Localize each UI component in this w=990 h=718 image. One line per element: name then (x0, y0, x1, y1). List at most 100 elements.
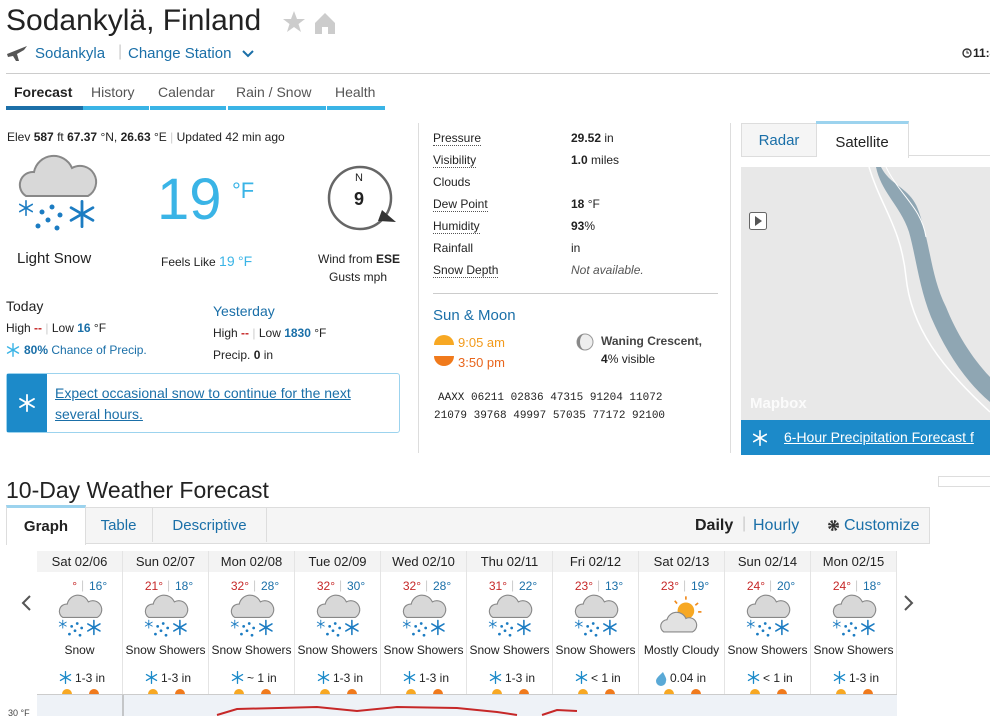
tab-underline (83, 106, 149, 110)
weather-icon (55, 593, 105, 643)
day-column[interactable]: Sun 02/14 24° | 20° Snow Showers < 1 in (725, 551, 811, 694)
alert-icon (19, 394, 35, 412)
weather-icon (747, 671, 760, 684)
unit: °F (93, 321, 107, 335)
day-precip: < 1 in (591, 671, 621, 685)
detail-value: 1.0 miles (571, 153, 619, 167)
day-column[interactable]: Wed 02/10 32° | 28° Snow Showers 1-3 in (381, 551, 467, 694)
day-column[interactable]: Sat 02/06 ° | 16° Snow 1-3 in (37, 551, 123, 694)
day-column[interactable]: Fri 02/12 23° | 13° Snow Showers < 1 in (553, 551, 639, 694)
map[interactable]: Mapbox (741, 167, 990, 420)
latitude: 67.37 (67, 130, 98, 144)
temperature-unit: °F (232, 178, 255, 203)
separator: | (742, 515, 747, 532)
day-low: 22° (519, 579, 538, 593)
tab[interactable]: Calendar (158, 84, 215, 100)
low: 1830 (284, 326, 311, 340)
label: High (213, 326, 238, 340)
sun-markers (492, 689, 529, 694)
day-condition: Snow Showers (555, 643, 636, 657)
time: 11:4 (973, 46, 990, 60)
label: Feels Like (161, 255, 216, 269)
gear-icon[interactable] (827, 519, 840, 532)
view-hourly[interactable]: Hourly (753, 517, 800, 534)
high: -- (34, 321, 43, 335)
day-condition: Snow Showers (813, 643, 894, 657)
day-column[interactable]: Mon 02/08 32° | 28° Snow Showers ~ 1 in (209, 551, 295, 694)
feels-like: Feels Like 19 °F (161, 253, 252, 269)
day-high: 24° (832, 579, 851, 593)
day-date: Fri 02/12 (553, 551, 638, 572)
next-arrow[interactable] (903, 594, 915, 612)
weather-icon (145, 671, 158, 684)
day-low: 19° (691, 579, 710, 593)
change-station[interactable]: Change Station (128, 45, 232, 62)
detail-label: Rainfall (433, 241, 474, 255)
day-sep: | (597, 578, 601, 592)
day-low: 28° (261, 579, 280, 593)
unit: in (604, 131, 614, 145)
play-button[interactable] (749, 212, 767, 230)
day-low: 30° (347, 579, 366, 593)
day-column[interactable]: Tue 02/09 32° | 30° Snow Showers 1-3 in (295, 551, 381, 694)
label: visible (621, 352, 656, 366)
forecast-tab[interactable]: Descriptive (153, 507, 267, 542)
alert-link[interactable]: Expect occasional snow to continue for t… (55, 385, 351, 422)
day-low: 18° (863, 579, 882, 593)
day-condition: Snow Showers (469, 643, 550, 657)
elevation: 587 (33, 130, 54, 144)
day-precip: 1-3 in (161, 671, 192, 685)
moon-phase: Waning Crescent, (601, 334, 702, 348)
day-column[interactable]: Sun 02/07 21° | 18° Snow Showers 1-3 in (123, 551, 209, 694)
forecast-tab[interactable]: Table (85, 507, 153, 542)
tab-active[interactable]: Forecast (14, 84, 73, 100)
map-tab-active[interactable]: Satellite (816, 121, 909, 158)
sun-markers (750, 689, 787, 694)
tab[interactable]: Rain / Snow (236, 84, 312, 100)
unit: in (263, 348, 274, 362)
day-column[interactable]: Mon 02/15 24° | 18° Snow Showers 1-3 in (811, 551, 897, 694)
customize[interactable]: Customize (844, 517, 920, 534)
precip-forecast-link[interactable]: 6-Hour Precipitation Forecast f (784, 429, 974, 445)
day-condition: Mostly Cloudy (643, 643, 720, 657)
condition: Light Snow (17, 250, 92, 267)
day-sep: | (769, 578, 773, 592)
prev-arrow[interactable] (20, 594, 32, 612)
day-precip: < 1 in (763, 671, 793, 685)
weather-icon (231, 671, 244, 684)
day-high: ° (72, 579, 77, 593)
station-link[interactable]: Sodankyla (35, 45, 106, 62)
chevron (242, 50, 254, 58)
tab[interactable]: History (91, 84, 135, 100)
favorite-icons[interactable] (282, 10, 338, 36)
graph-axis-label: 30 °F (8, 708, 30, 718)
yesterday-precip: Precip. 0 in (213, 348, 273, 362)
sunset: 3:50 pm (458, 355, 505, 370)
weather-icon (399, 593, 449, 643)
tab-underline (6, 106, 86, 110)
view-daily[interactable]: Daily (695, 517, 734, 534)
forecast-tab-active[interactable]: Graph (6, 505, 86, 545)
compass-north: N (355, 172, 363, 184)
unit: °F (314, 326, 327, 340)
weather-icon (227, 593, 277, 643)
value: 93 (571, 219, 585, 233)
tab[interactable]: Health (335, 84, 376, 100)
detail-value: 18 °F (571, 197, 600, 211)
gusts: Gusts mph (329, 270, 388, 284)
day-column[interactable]: Sat 02/13 23° | 19° Mostly Cloudy 0.04 in (639, 551, 725, 694)
weather-icon (575, 671, 588, 684)
map-tab[interactable]: Radar (741, 123, 817, 157)
day-column[interactable]: Thu 02/11 31° | 22° Snow Showers 1-3 in (467, 551, 553, 694)
separator: | (118, 43, 123, 60)
day-sep: | (855, 578, 859, 592)
sun-icons (434, 335, 454, 366)
weather-icon (659, 595, 703, 633)
day-low: 28° (433, 579, 452, 593)
value: 1.0 (571, 153, 588, 167)
divider (433, 293, 718, 294)
map-link-bar: 6-Hour Precipitation Forecast f (741, 420, 990, 455)
metar: AAXX 06211 02836 47315 91204 11072 21079 … (434, 389, 665, 425)
day-high: 24° (746, 579, 765, 593)
